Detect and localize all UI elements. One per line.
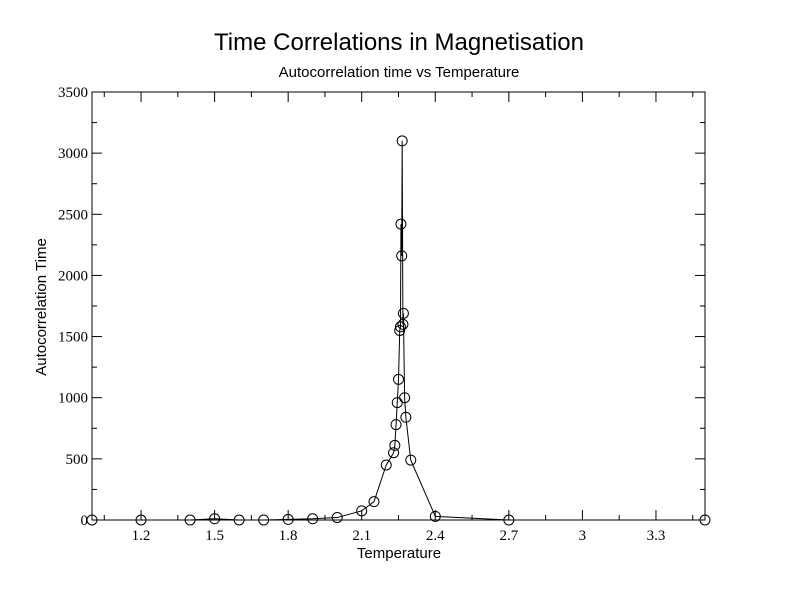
data-markers: [86, 135, 711, 526]
y-tick-label: 1500: [58, 330, 88, 346]
y-tick-label: 1000: [58, 391, 88, 407]
y-tick-label: 500: [66, 452, 89, 468]
y-tick-label: 0: [81, 513, 89, 529]
data-point: [503, 514, 515, 526]
x-tick-label: 1.5: [205, 528, 224, 544]
data-point: [400, 411, 412, 423]
data-point: [429, 510, 441, 522]
data-point: [399, 392, 411, 404]
data-point: [307, 513, 319, 525]
chart-subtitle: Autocorrelation time vs Temperature: [279, 64, 520, 81]
series-line: [92, 140, 705, 521]
data-point: [390, 419, 402, 431]
x-tick-label: 3.3: [647, 528, 666, 544]
x-tick-label: 3: [579, 528, 587, 544]
data-point: [396, 250, 408, 262]
data-point: [380, 459, 392, 471]
data-point: [397, 318, 409, 330]
data-point: [368, 496, 380, 508]
data-point: [135, 514, 147, 526]
chart-title: Time Correlations in Magnetisation: [214, 29, 584, 56]
data-point: [86, 514, 98, 526]
data-point: [282, 513, 294, 525]
x-tick-label: 2.1: [352, 528, 371, 544]
x-tick-label: 1.8: [279, 528, 298, 544]
y-tick-label: 3000: [58, 146, 88, 162]
data-point: [397, 307, 409, 319]
x-tick-label: 1.2: [132, 528, 151, 544]
data-point: [405, 454, 417, 466]
data-point: [389, 439, 401, 451]
x-axis-label: Temperature: [357, 545, 441, 562]
y-tick-label: 2000: [58, 268, 88, 284]
axis-ticks: 1.2 1.5 1.8 2.1 2.4 2.7 3 3.3 0 500 1000 1500 2000 25…: [58, 85, 705, 544]
data-point: [396, 135, 408, 147]
data-point: [393, 373, 404, 385]
y-tick-label: 3500: [58, 85, 88, 101]
data-point: [233, 514, 245, 526]
data-point: [331, 512, 343, 524]
data-point: [184, 514, 196, 526]
data-point: [388, 447, 400, 459]
series-path: [92, 140, 705, 521]
data-point: [395, 218, 407, 230]
data-point: [356, 505, 368, 517]
x-tick-label: 2.7: [499, 528, 518, 544]
data-point: [258, 514, 270, 526]
y-tick-label: 2500: [58, 207, 88, 223]
y-axis-label: Autocorrelation Time: [33, 238, 50, 376]
x-tick-label: 2.4: [426, 528, 445, 544]
data-point: [699, 514, 711, 526]
plot-frame: [91, 91, 706, 521]
data-point: [394, 324, 406, 336]
data-point: [394, 321, 406, 333]
data-point: [209, 513, 221, 525]
